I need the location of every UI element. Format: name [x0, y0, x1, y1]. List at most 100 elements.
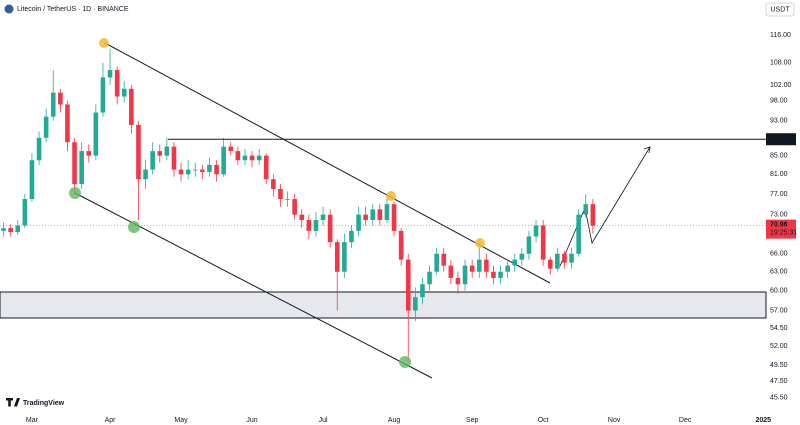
candle-body	[377, 209, 383, 220]
candle-body	[157, 151, 163, 156]
x-tick-label: Jun	[246, 417, 257, 424]
candle-body	[384, 204, 390, 220]
candle-body	[363, 214, 368, 220]
candle-body	[526, 236, 532, 254]
candle-body	[29, 160, 35, 200]
candle-body	[583, 204, 589, 215]
level-tag	[766, 133, 796, 146]
x-tick-label: 2025	[755, 417, 771, 424]
candle-body	[58, 92, 63, 105]
candle-body	[306, 219, 312, 231]
candle-body	[398, 230, 404, 260]
x-tick-label: Sep	[466, 417, 479, 424]
x-tick-label: Jul	[319, 417, 328, 424]
candle-body	[448, 265, 454, 278]
marker-low	[69, 187, 81, 199]
candle-body	[342, 242, 347, 272]
candle-body	[271, 179, 276, 189]
candle-body	[427, 271, 432, 285]
candle-body	[65, 104, 70, 143]
x-tick-label: Nov	[608, 417, 621, 424]
candle-body	[263, 155, 269, 180]
x-tick-label: Oct	[538, 417, 549, 424]
y-tick-label: 47.50	[770, 378, 788, 385]
y-tick-label: 66.00	[770, 251, 788, 258]
candle-body	[491, 271, 496, 278]
marker-low	[399, 356, 411, 368]
candle-body	[143, 169, 148, 180]
plot-area	[0, 42, 767, 379]
coin-icon	[4, 4, 14, 14]
header: Litecoin / TetherUS · 1D · BINANCE USDT	[4, 2, 795, 17]
candle-body	[320, 214, 326, 220]
candle-body	[15, 225, 21, 233]
candle-body	[100, 77, 106, 113]
candle-body	[171, 146, 177, 170]
candle-body	[555, 253, 560, 269]
current-price-tag	[766, 219, 796, 239]
y-tick-label: 57.00	[770, 307, 788, 314]
brand-logo: TradingView	[6, 398, 65, 407]
candle-body	[235, 151, 241, 161]
candle-body	[455, 277, 461, 285]
y-tick-label: 102.00	[770, 82, 792, 89]
candle-body	[214, 164, 219, 175]
candle-body	[43, 116, 49, 138]
x-tick-label: May	[174, 417, 188, 424]
candle-body	[285, 199, 290, 200]
y-tick-label: 93.00	[770, 118, 788, 125]
candle-body	[547, 259, 553, 269]
candle-body	[476, 259, 482, 272]
candle-body	[72, 142, 77, 185]
candle-body	[413, 297, 418, 311]
candle-body	[8, 228, 13, 233]
candle-body	[242, 155, 248, 161]
candle-body	[114, 70, 120, 97]
candle-body	[370, 209, 376, 220]
candle-body	[292, 199, 297, 215]
y-tick-label: 63.00	[770, 269, 788, 276]
brand-name: TradingView	[23, 400, 65, 407]
y-tick-label: 116.00	[770, 32, 791, 39]
y-tick-label: 85.00	[770, 152, 788, 159]
candle-body	[512, 259, 518, 266]
candle-body	[136, 124, 141, 180]
y-tick-label: 73.00	[770, 211, 788, 218]
candle-body	[150, 151, 155, 170]
candle-body	[391, 204, 397, 231]
candle-body	[129, 88, 134, 125]
countdown-label: 19:25:31	[770, 229, 797, 236]
y-tick-label: 45.50	[770, 395, 788, 402]
candle-body	[36, 137, 42, 161]
currency-label[interactable]: USDT	[770, 6, 790, 13]
y-tick-label: 108.00	[770, 60, 792, 67]
candle-body	[22, 199, 28, 226]
currency-button[interactable]	[765, 2, 795, 17]
candle-body	[86, 151, 92, 156]
candle-body	[200, 169, 205, 172]
candle-body	[441, 253, 447, 266]
candle-body	[192, 169, 198, 171]
candle-body	[533, 225, 539, 237]
candle-body	[349, 230, 354, 243]
candle-body	[569, 253, 574, 263]
candle-body	[278, 188, 283, 200]
chart-title: Litecoin / TetherUS · 1D · BINANCE	[17, 6, 129, 13]
candle-body	[356, 214, 361, 231]
candle-body	[576, 214, 581, 254]
candle-body	[221, 146, 226, 175]
candle-body	[228, 146, 234, 152]
candle-body	[519, 253, 525, 260]
marker-high	[386, 191, 396, 201]
candle-body	[299, 214, 305, 220]
y-tick-label: 54.50	[770, 325, 788, 332]
marker-low	[128, 221, 140, 233]
candle-body	[121, 88, 127, 97]
candle-body	[484, 259, 489, 272]
y-tick-label: 60.00	[770, 288, 788, 295]
y-tick-label: 49.50	[770, 362, 788, 369]
candle-body	[498, 271, 503, 278]
marker-high	[475, 238, 485, 248]
